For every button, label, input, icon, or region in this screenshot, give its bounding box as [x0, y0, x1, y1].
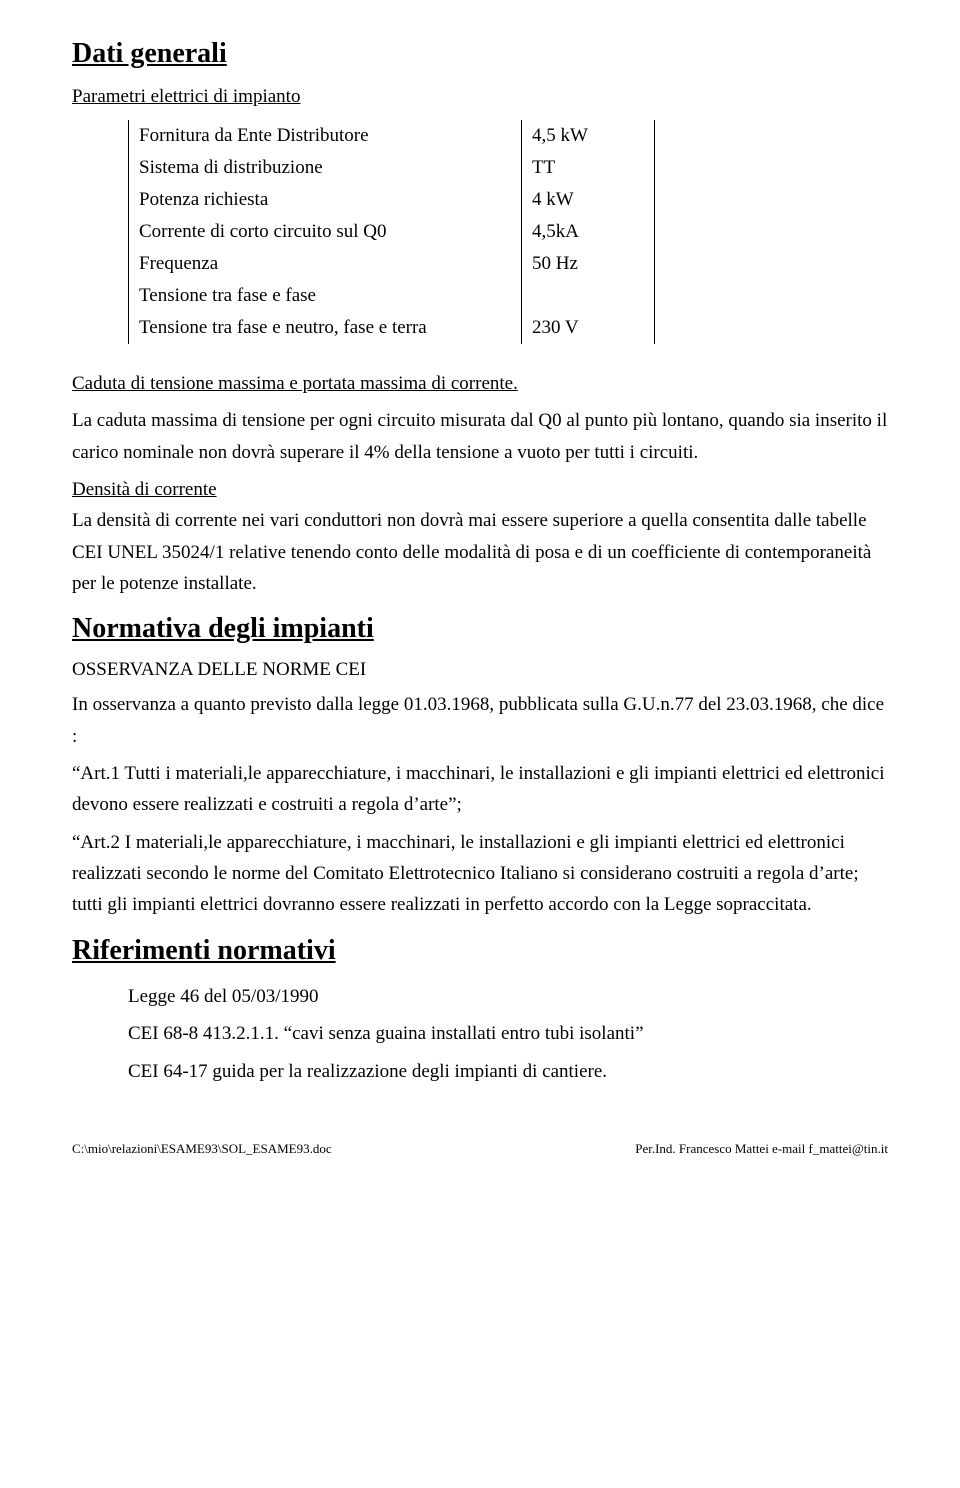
- parametri-table: Fornitura da Ente Distributore 4,5 kW Si…: [128, 120, 655, 344]
- table-cell-label: Fornitura da Ente Distributore: [129, 120, 522, 152]
- table-cell-label: Sistema di distribuzione: [129, 152, 522, 184]
- normativa-title: Normativa degli impianti: [72, 613, 888, 645]
- footer-left: C:\mio\relazioni\ESAME93\SOL_ESAME93.doc: [72, 1141, 332, 1157]
- riferimenti-block: Legge 46 del 05/03/1990 CEI 68-8 413.2.1…: [128, 981, 888, 1087]
- footer-right: Per.Ind. Francesco Mattei e-mail f_matte…: [635, 1141, 888, 1157]
- densita-heading-text: Densità di corrente: [72, 479, 217, 500]
- table-cell-label: Potenza richiesta: [129, 184, 522, 216]
- riferimento-item: CEI 68-8 413.2.1.1. “cavi senza guaina i…: [128, 1018, 888, 1049]
- riferimenti-title: Riferimenti normativi: [72, 935, 888, 967]
- densita-heading: Densità di corrente: [72, 474, 888, 505]
- osservanza-p1: In osservanza a quanto previsto dalla le…: [72, 689, 888, 752]
- table-cell-value: 4,5 kW: [522, 120, 655, 152]
- osservanza-p2: “Art.1 Tutti i materiali,le apparecchiat…: [72, 758, 888, 821]
- table-cell-value: 230 V: [522, 312, 655, 344]
- table-row: Potenza richiesta 4 kW: [129, 184, 655, 216]
- caduta-heading-text: Caduta di tensione massima e portata mas…: [72, 373, 518, 394]
- riferimento-item: CEI 64-17 guida per la realizzazione deg…: [128, 1056, 888, 1087]
- osservanza-p3: “Art.2 I materiali,le apparecchiature, i…: [72, 827, 888, 921]
- table-row: Fornitura da Ente Distributore 4,5 kW: [129, 120, 655, 152]
- table-row: Tensione tra fase e fase: [129, 280, 655, 312]
- table-cell-value: TT: [522, 152, 655, 184]
- table-cell-value: 4,5kA: [522, 216, 655, 248]
- caduta-paragraph: La caduta massima di tensione per ogni c…: [72, 405, 888, 468]
- table-cell-value: [522, 280, 655, 312]
- table-cell-label: Frequenza: [129, 248, 522, 280]
- parametri-subhead: Parametri elettrici di impianto: [72, 86, 888, 108]
- table-cell-value: 4 kW: [522, 184, 655, 216]
- page-title: Dati generali: [72, 38, 888, 70]
- table-cell-value: 50 Hz: [522, 248, 655, 280]
- table-cell-label: Tensione tra fase e fase: [129, 280, 522, 312]
- page-footer: C:\mio\relazioni\ESAME93\SOL_ESAME93.doc…: [72, 1141, 888, 1157]
- table-row: Tensione tra fase e neutro, fase e terra…: [129, 312, 655, 344]
- table-cell-label: Corrente di corto circuito sul Q0: [129, 216, 522, 248]
- document-page: Dati generali Parametri elettrici di imp…: [0, 0, 960, 1187]
- caduta-heading: Caduta di tensione massima e portata mas…: [72, 368, 888, 399]
- table-cell-label: Tensione tra fase e neutro, fase e terra: [129, 312, 522, 344]
- osservanza-head: OSSERVANZA DELLE NORME CEI: [72, 659, 888, 681]
- riferimento-item: Legge 46 del 05/03/1990: [128, 981, 888, 1012]
- table-row: Frequenza 50 Hz: [129, 248, 655, 280]
- table-row: Corrente di corto circuito sul Q0 4,5kA: [129, 216, 655, 248]
- densita-paragraph: La densità di corrente nei vari condutto…: [72, 505, 888, 599]
- table-row: Sistema di distribuzione TT: [129, 152, 655, 184]
